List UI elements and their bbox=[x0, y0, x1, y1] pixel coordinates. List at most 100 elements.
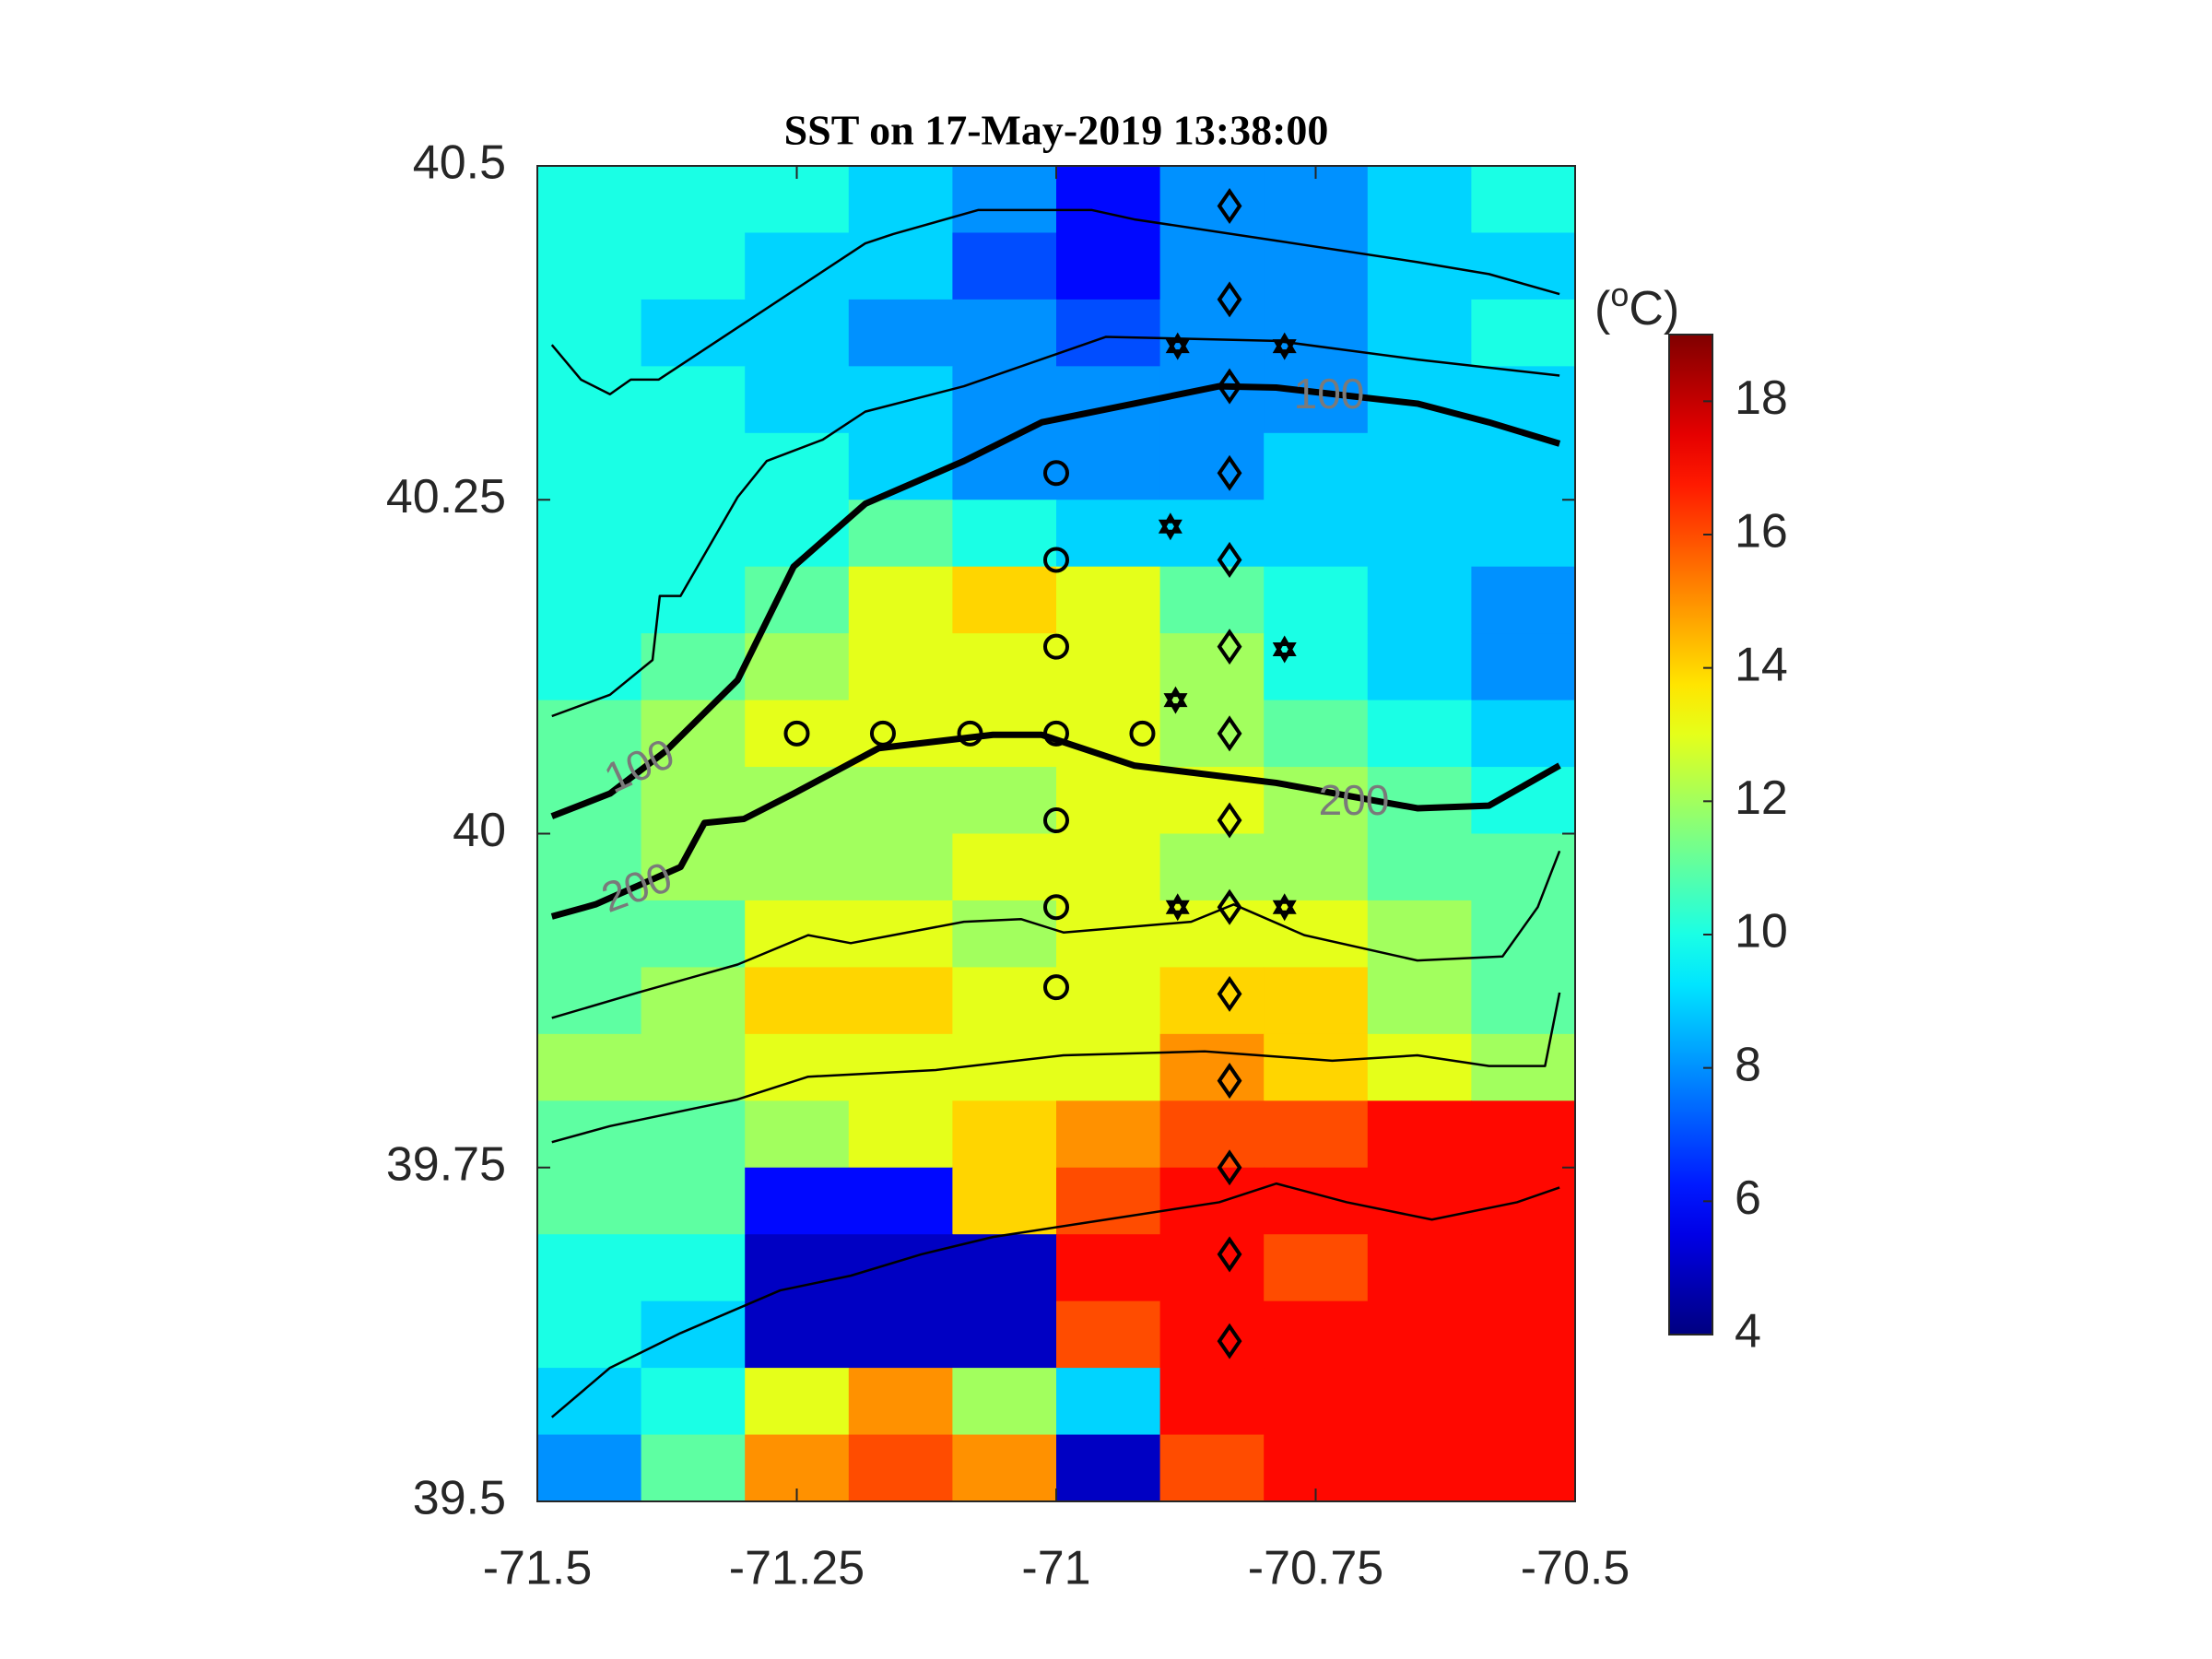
heat-cell bbox=[641, 366, 746, 434]
x-tick-label: -71.25 bbox=[729, 1542, 865, 1595]
heat-cell bbox=[1471, 500, 1575, 568]
heat-cell bbox=[1471, 1434, 1575, 1501]
heat-cell bbox=[1159, 1368, 1265, 1436]
heat-cell bbox=[1056, 633, 1161, 701]
colorbar bbox=[1668, 334, 1713, 1335]
heat-cell bbox=[537, 700, 642, 768]
station-diamond bbox=[1217, 1236, 1242, 1273]
station-diamond bbox=[1217, 368, 1242, 405]
heat-cell bbox=[1159, 700, 1265, 768]
heat-cell bbox=[1159, 967, 1265, 1035]
heat-cell bbox=[1471, 700, 1575, 768]
heat-cell bbox=[848, 767, 953, 835]
heat-cell bbox=[1471, 767, 1575, 835]
heat-cell bbox=[952, 1300, 1057, 1369]
heat-cell bbox=[745, 767, 850, 835]
heat-cell bbox=[641, 967, 746, 1035]
y-tick-label: 40 bbox=[453, 804, 506, 857]
station-circle bbox=[783, 720, 810, 747]
colorbar-tick-label: 6 bbox=[1735, 1171, 1761, 1225]
y-tick-label: 39.75 bbox=[386, 1137, 506, 1191]
station-hexagram bbox=[1165, 893, 1190, 922]
station-circle bbox=[1043, 894, 1069, 921]
heat-cell bbox=[1471, 967, 1575, 1035]
heat-cell bbox=[848, 1434, 953, 1501]
heat-cell bbox=[537, 967, 642, 1035]
heat-cell bbox=[952, 767, 1057, 835]
heat-cell bbox=[1159, 166, 1265, 234]
heat-cell bbox=[1367, 967, 1472, 1035]
heat-cell bbox=[952, 900, 1057, 968]
colorbar-label-superscript: o bbox=[1610, 276, 1629, 313]
heat-cell bbox=[537, 1434, 642, 1501]
heat-cell bbox=[745, 900, 850, 968]
heat-cell bbox=[1367, 1300, 1472, 1369]
station-circle bbox=[1043, 807, 1069, 834]
heat-cell bbox=[641, 1167, 746, 1235]
heat-cell bbox=[1056, 900, 1161, 968]
heat-cell bbox=[952, 566, 1057, 634]
heat-cell bbox=[641, 1368, 746, 1436]
heat-cell bbox=[641, 166, 746, 234]
heat-cell bbox=[1159, 1434, 1265, 1501]
heat-cell bbox=[1056, 767, 1161, 835]
heat-cell bbox=[1159, 1300, 1265, 1369]
heat-cell bbox=[1367, 1033, 1472, 1101]
heat-cell bbox=[1471, 1033, 1575, 1101]
colorbar-tick-label: 8 bbox=[1735, 1038, 1761, 1091]
heat-cell bbox=[1471, 166, 1575, 234]
heat-cell bbox=[1159, 566, 1265, 634]
heat-cell bbox=[641, 500, 746, 568]
contour-line bbox=[550, 208, 1560, 396]
heat-cell bbox=[1264, 366, 1369, 434]
heat-cell bbox=[848, 299, 953, 367]
heat-cell bbox=[537, 1234, 642, 1302]
heat-cell bbox=[1159, 1234, 1265, 1302]
y-tick-label: 39.5 bbox=[413, 1472, 506, 1525]
heat-cell bbox=[952, 1234, 1057, 1302]
station-diamond bbox=[1217, 975, 1242, 1012]
heat-cell bbox=[1367, 166, 1472, 234]
heat-cell bbox=[952, 1167, 1057, 1235]
heat-cell bbox=[848, 1368, 953, 1436]
heat-cell bbox=[1056, 432, 1161, 500]
heat-cell bbox=[1471, 1300, 1575, 1369]
station-hexagram bbox=[1158, 512, 1182, 541]
heat-cell bbox=[641, 1033, 746, 1101]
heat-cell bbox=[1471, 833, 1575, 901]
contour-line bbox=[551, 850, 1561, 1019]
heat-cell bbox=[745, 1033, 850, 1101]
y-tick-label: 40.25 bbox=[386, 470, 506, 524]
heat-cell bbox=[1367, 1100, 1472, 1169]
heat-cell bbox=[1056, 1434, 1161, 1501]
station-circle bbox=[1043, 974, 1069, 1001]
heat-cell bbox=[745, 1234, 850, 1302]
heat-cell bbox=[952, 166, 1057, 234]
heat-cell bbox=[1367, 566, 1472, 634]
heat-cell bbox=[1471, 566, 1575, 634]
heat-cell bbox=[745, 1167, 850, 1235]
colorbar-label-suffix: C) bbox=[1629, 282, 1679, 335]
heat-cell bbox=[1159, 1033, 1265, 1101]
heat-cell bbox=[1264, 500, 1369, 568]
x-tick-label: -70.75 bbox=[1248, 1542, 1383, 1595]
heat-cell bbox=[537, 566, 642, 634]
station-hexagram bbox=[1272, 635, 1297, 664]
heat-cell bbox=[1367, 1167, 1472, 1235]
heat-cell bbox=[745, 833, 850, 901]
heat-cell bbox=[537, 1300, 642, 1369]
heat-cell bbox=[1159, 232, 1265, 300]
heat-cell bbox=[745, 633, 850, 701]
heat-cell bbox=[1264, 767, 1369, 835]
heat-cell bbox=[1367, 432, 1472, 500]
heat-cell bbox=[848, 1033, 953, 1101]
heat-cell bbox=[1056, 1300, 1161, 1369]
heat-cell bbox=[1159, 1100, 1265, 1169]
station-diamond bbox=[1217, 629, 1242, 665]
colorbar-tick-label: 16 bbox=[1735, 505, 1788, 559]
heat-cell bbox=[1471, 1234, 1575, 1302]
heat-cell bbox=[1056, 166, 1161, 234]
heat-cell bbox=[1159, 500, 1265, 568]
